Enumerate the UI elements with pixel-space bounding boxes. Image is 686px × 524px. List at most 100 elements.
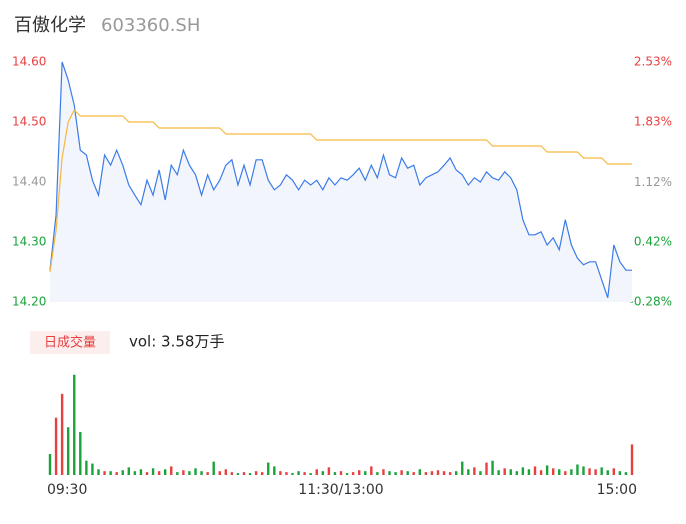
price-line xyxy=(49,61,632,298)
volume-bar xyxy=(582,466,585,475)
volume-bar xyxy=(273,466,276,475)
volume-bar xyxy=(236,473,240,475)
volume-bar xyxy=(279,471,282,475)
volume-bar xyxy=(351,472,355,475)
volume-bar xyxy=(382,469,385,475)
y-tick-label: 14.60 xyxy=(12,55,46,69)
x-tick-label: 09:30 xyxy=(47,482,87,498)
volume-bar xyxy=(115,472,118,475)
volume-bar xyxy=(291,473,294,475)
volume-bar xyxy=(91,463,94,475)
volume-bar xyxy=(576,464,579,475)
volume-bar xyxy=(163,469,167,475)
stock-code: 603360.SH xyxy=(101,15,200,36)
volume-bar xyxy=(315,469,318,475)
volume-bar xyxy=(133,471,137,475)
volume-bar xyxy=(612,468,616,475)
volume-bar xyxy=(424,472,428,475)
volume-bar xyxy=(545,465,549,475)
y-tick-label: 14.40 xyxy=(12,175,46,189)
volume-bar xyxy=(176,472,179,475)
volume-bar xyxy=(454,471,458,475)
volume-bar xyxy=(473,467,476,475)
volume-bar xyxy=(430,471,434,475)
volume-bar xyxy=(79,432,82,475)
volume-bar xyxy=(570,469,573,475)
volume-bar xyxy=(97,469,100,475)
volume-bar xyxy=(206,472,209,475)
volume-bar xyxy=(194,468,197,475)
volume-bar xyxy=(624,472,628,475)
volume-bar xyxy=(103,471,106,475)
y2-tick-label: 1.83% xyxy=(634,114,672,128)
volume-bar xyxy=(558,469,561,475)
volume-bar xyxy=(85,460,88,475)
y-tick-label: 14.50 xyxy=(12,115,46,129)
volume-bar xyxy=(73,374,76,475)
volume-label: vol: 3.58万手 xyxy=(129,333,224,351)
volume-bar xyxy=(588,468,591,475)
volume-bar xyxy=(145,472,149,475)
volume-bar xyxy=(551,468,555,475)
volume-bar xyxy=(497,470,500,475)
volume-bar xyxy=(297,471,300,475)
badge-bg xyxy=(30,331,110,354)
volume-bar xyxy=(370,466,373,475)
volume-bar xyxy=(254,471,258,475)
volume-bar xyxy=(182,470,185,475)
average-line xyxy=(49,108,632,273)
volume-bar xyxy=(60,393,64,475)
volume-bar xyxy=(467,469,470,475)
volume-bar xyxy=(66,427,70,475)
volume-bar xyxy=(285,472,288,475)
volume-bar xyxy=(509,469,512,475)
volume-bar xyxy=(442,471,446,475)
volume-bar xyxy=(479,471,482,475)
volume-bar xyxy=(345,473,349,475)
volume-bar xyxy=(485,462,488,475)
volume-bar xyxy=(339,471,343,475)
volume-bar xyxy=(394,472,397,475)
volume-bar xyxy=(200,471,203,475)
volume-bar xyxy=(48,454,52,475)
volume-bar xyxy=(267,462,270,475)
volume-bar xyxy=(224,469,228,475)
volume-bar xyxy=(170,466,173,475)
x-tick-label: 11:30/13:00 xyxy=(298,482,383,498)
volume-bar xyxy=(594,469,597,475)
volume-bar xyxy=(333,472,337,475)
volume-bar xyxy=(260,472,264,475)
volume-bar xyxy=(127,467,131,475)
price-area xyxy=(50,62,632,302)
y2-tick-label: -0.28% xyxy=(630,295,672,309)
volume-bar xyxy=(230,472,234,475)
y2-tick-label: 2.53% xyxy=(634,55,672,69)
volume-bar xyxy=(436,470,440,475)
volume-bar xyxy=(327,467,331,475)
volume-bar xyxy=(364,471,367,475)
volume-bar xyxy=(527,469,531,475)
volume-bar xyxy=(564,471,567,475)
volume-bar xyxy=(406,471,409,475)
volume-bar xyxy=(600,467,603,475)
volume-bar xyxy=(491,460,494,475)
volume-bar xyxy=(400,470,403,475)
volume-bar xyxy=(54,417,58,475)
volume-bar xyxy=(303,472,306,475)
volume-bar xyxy=(630,444,634,475)
volume-bar xyxy=(248,473,252,475)
y-tick-label: 14.30 xyxy=(12,235,46,249)
volume-bar xyxy=(515,471,519,475)
volume-bar xyxy=(388,471,391,475)
volume-bar xyxy=(461,461,464,475)
volume-bar xyxy=(503,468,506,475)
volume-bar xyxy=(309,473,312,475)
volume-bar xyxy=(412,472,415,475)
y-tick-label: 14.20 xyxy=(12,295,46,309)
volume-bar xyxy=(151,468,155,475)
volume-bar xyxy=(521,467,525,475)
volume-bar xyxy=(418,469,422,475)
x-tick-label: 15:00 xyxy=(597,482,637,498)
volume-bar xyxy=(618,471,622,475)
